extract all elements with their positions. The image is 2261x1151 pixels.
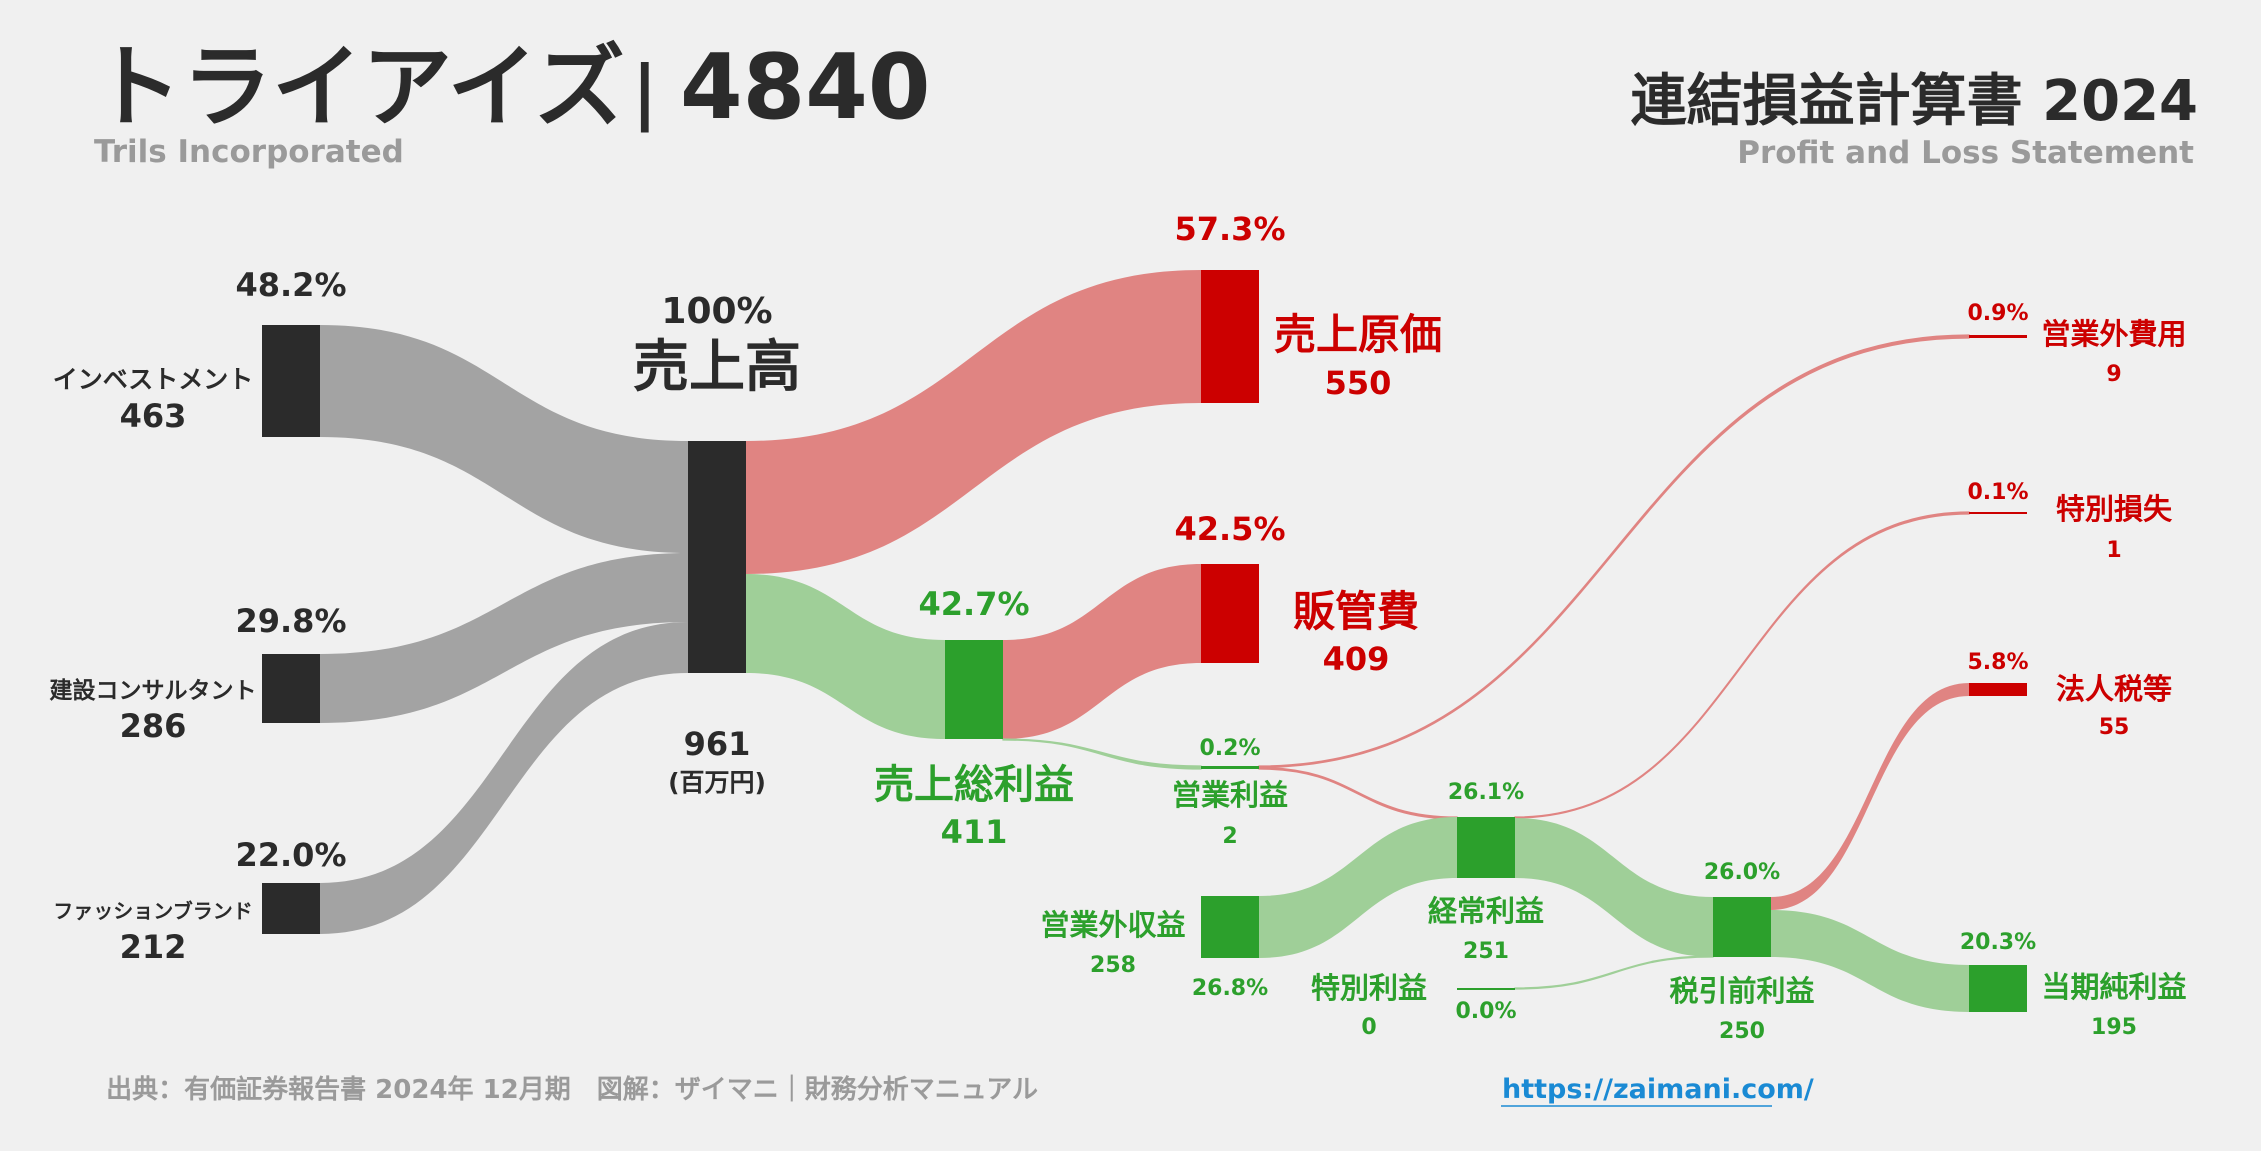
flow-gross-to-op bbox=[1002, 738, 1202, 770]
label-nonop_inc-pct: 26.8% bbox=[1192, 976, 1268, 1001]
label-pretax-label: 税引前利益 bbox=[1669, 974, 1814, 1008]
flow-fashion-to-revenue bbox=[320, 622, 688, 934]
label-investment-label: インベストメント bbox=[53, 365, 254, 394]
label-op-pct: 0.2% bbox=[1199, 736, 1260, 761]
node-nonop_inc bbox=[1201, 896, 1259, 958]
label-tax-label: 法人税等 bbox=[2056, 672, 2172, 706]
company-name: トライアイズ bbox=[92, 35, 625, 140]
label-cogs-label: 売上原価 bbox=[1274, 310, 1442, 359]
label-fashion-label: ファッションブランド bbox=[53, 899, 252, 923]
flow-links bbox=[320, 270, 1970, 1012]
label-nonop_inc-label: 営業外収益 bbox=[1040, 908, 1185, 942]
node-ext_loss bbox=[1969, 512, 2027, 514]
label-op-label: 営業利益 bbox=[1172, 778, 1288, 812]
flow-gross-to-sga bbox=[1003, 564, 1201, 739]
node-revenue bbox=[688, 441, 746, 673]
label-ext_loss-value: 1 bbox=[2106, 538, 2121, 563]
label-fashion-value: 212 bbox=[120, 928, 187, 966]
label-revenue-label: 売上高 bbox=[633, 335, 801, 400]
node-labels: 48.2% インベストメント 463 29.8% 建設コンサルタント 286 22.0% ファ… bbox=[50, 210, 2187, 1044]
flow-consulting-to-revenue bbox=[320, 553, 688, 723]
title-separator: | bbox=[632, 51, 658, 133]
node-ordinary bbox=[1457, 817, 1515, 878]
node-gross bbox=[945, 640, 1003, 739]
label-tax-pct: 5.8% bbox=[1967, 650, 2028, 675]
node-net bbox=[1969, 965, 2027, 1012]
label-sga-value: 409 bbox=[1323, 640, 1390, 678]
label-gross-value: 411 bbox=[941, 813, 1008, 851]
flow-op-to-ordinary bbox=[1258, 766, 1458, 820]
label-revenue-value: 961 bbox=[684, 725, 751, 763]
label-sga-label: 販管費 bbox=[1293, 587, 1419, 636]
label-nonop_exp-value: 9 bbox=[2106, 362, 2121, 387]
label-pretax-pct: 26.0% bbox=[1704, 860, 1780, 885]
header: トライアイズ | 4840 Trils Incorporated 連結損益計算書… bbox=[92, 35, 2198, 171]
node-investment bbox=[262, 325, 320, 437]
flow-pretax-to-net bbox=[1771, 910, 1969, 1012]
node-consulting bbox=[262, 654, 320, 723]
flow-ordinary-to-pretax bbox=[1515, 818, 1713, 957]
flow-nodes bbox=[262, 270, 2027, 1012]
label-tax-value: 55 bbox=[2099, 715, 2130, 740]
flow-nonop_inc-to-ordinary bbox=[1259, 817, 1457, 958]
node-nonop_exp bbox=[1969, 335, 2027, 338]
label-fashion-pct: 22.0% bbox=[235, 836, 346, 874]
label-op-value: 2 bbox=[1222, 824, 1237, 849]
label-gross-label: 売上総利益 bbox=[874, 762, 1074, 808]
flow-revenue-to-cogs bbox=[746, 270, 1201, 574]
label-consulting-value: 286 bbox=[120, 707, 187, 745]
label-ordinary-pct: 26.1% bbox=[1448, 780, 1524, 805]
label-cogs-value: 550 bbox=[1325, 364, 1392, 402]
node-op bbox=[1201, 766, 1259, 769]
statement-title: 連結損益計算書 2024 bbox=[1631, 69, 2198, 134]
node-tax bbox=[1969, 683, 2027, 696]
label-sga-pct: 42.5% bbox=[1174, 510, 1285, 548]
label-consulting-pct: 29.8% bbox=[235, 602, 346, 640]
flow-revenue-to-gross bbox=[746, 574, 945, 739]
label-cogs-pct: 57.3% bbox=[1174, 210, 1285, 248]
company-name-en: Trils Incorporated bbox=[94, 134, 404, 170]
node-cogs bbox=[1201, 270, 1259, 403]
label-ext_loss-label: 特別損失 bbox=[2056, 492, 2173, 526]
label-ext_gain-value: 0 bbox=[1361, 1015, 1376, 1040]
stock-code: 4840 bbox=[680, 35, 931, 140]
label-ext_gain-label: 特別利益 bbox=[1311, 971, 1427, 1005]
flow-investment-to-revenue bbox=[320, 325, 688, 553]
node-pretax bbox=[1713, 897, 1771, 957]
label-net-pct: 20.3% bbox=[1960, 930, 2036, 955]
label-nonop_exp-pct: 0.9% bbox=[1967, 301, 2028, 326]
flow-ordinary-to-ext_loss bbox=[1514, 511, 1970, 819]
node-ext_gain bbox=[1457, 988, 1515, 990]
source-credit: 出典：有価証券報告書 2024年 12月期 図解：ザイマニ｜財務分析マニュアル bbox=[106, 1074, 1038, 1105]
label-ext_gain-pct: 0.0% bbox=[1455, 999, 1516, 1024]
statement-subtitle: Profit and Loss Statement bbox=[1737, 135, 2194, 171]
label-pretax-value: 250 bbox=[1719, 1019, 1765, 1044]
node-fashion bbox=[262, 883, 320, 934]
label-ordinary-value: 251 bbox=[1463, 939, 1509, 964]
label-net-value: 195 bbox=[2091, 1015, 2137, 1040]
label-ordinary-label: 経常利益 bbox=[1428, 894, 1544, 928]
node-sga bbox=[1201, 564, 1259, 663]
label-nonop_inc-value: 258 bbox=[1090, 953, 1136, 978]
label-net-label: 当期純利益 bbox=[2041, 970, 2186, 1004]
label-consulting-label: 建設コンサルタント bbox=[50, 677, 257, 704]
label-investment-value: 463 bbox=[120, 397, 187, 435]
label-nonop_exp-label: 営業外費用 bbox=[2041, 317, 2186, 351]
footer: 出典：有価証券報告書 2024年 12月期 図解：ザイマニ｜財務分析マニュアル … bbox=[106, 1074, 1814, 1107]
label-ext_loss-pct: 0.1% bbox=[1967, 480, 2028, 505]
flow-pretax-to-tax bbox=[1771, 683, 1969, 910]
label-investment-pct: 48.2% bbox=[235, 266, 346, 304]
website-link[interactable]: https://zaimani.com/ bbox=[1502, 1074, 1814, 1105]
label-revenue-pct: 100% bbox=[661, 291, 772, 332]
label-gross-pct: 42.7% bbox=[918, 585, 1029, 623]
label-revenue-unit: (百万円) bbox=[668, 768, 766, 797]
